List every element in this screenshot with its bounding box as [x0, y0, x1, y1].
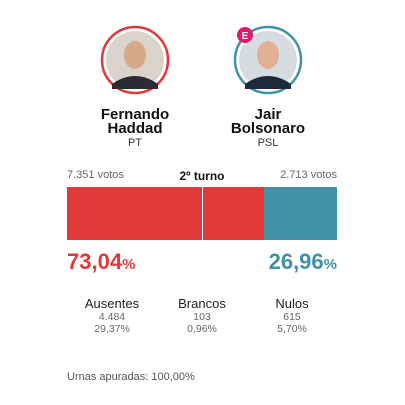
percent: 73,04% — [67, 249, 135, 275]
stat: Nulos 615 5,70% — [247, 296, 337, 335]
stat: Brancos 103 0,96% — [157, 296, 247, 335]
stat-count: 103 — [193, 311, 211, 323]
photo-suit — [112, 76, 158, 89]
stat-percent: 0,96% — [187, 323, 217, 335]
percent: 26,96% — [269, 249, 337, 275]
stat-percent: 5,70% — [277, 323, 307, 335]
photo-suit — [245, 76, 291, 89]
stat-label: Brancos — [178, 296, 226, 311]
stat-count: 615 — [283, 311, 301, 323]
percent-sign: % — [122, 256, 136, 273]
percent-number: 73,04 — [67, 249, 123, 274]
photo-face — [124, 41, 146, 69]
percent-sign: % — [323, 256, 337, 273]
footer: Urnas apuradas: 100,00% — [67, 371, 195, 383]
candidate-first-name: Jair — [254, 106, 282, 123]
result-bar — [67, 187, 337, 240]
stat-label: Ausentes — [84, 296, 140, 311]
badge — [237, 27, 253, 43]
stat: Ausentes 4.484 29,37% — [67, 296, 157, 335]
round: 2º turno — [179, 169, 225, 183]
votes: 2.713 votos — [280, 169, 337, 181]
votes: 7.351 votos — [67, 169, 124, 181]
photo-face — [257, 41, 279, 69]
percent-number: 26,96 — [268, 249, 324, 274]
stat-label: Nulos — [275, 296, 309, 311]
badge-text: E — [242, 31, 249, 42]
bar-segment — [67, 187, 265, 240]
candidate-first-name: Fernando — [100, 106, 170, 123]
party: PT — [127, 137, 143, 149]
candidate-last-name: Bolsonaro — [230, 120, 306, 137]
photos: E — [100, 25, 303, 95]
bar-segment — [264, 187, 337, 240]
stat-count: 4.484 — [98, 311, 126, 323]
party: PSL — [257, 137, 279, 149]
stat-percent: 29,37% — [94, 323, 130, 335]
candidate-last-name: Haddad — [107, 120, 163, 137]
majority-line — [201, 187, 203, 240]
